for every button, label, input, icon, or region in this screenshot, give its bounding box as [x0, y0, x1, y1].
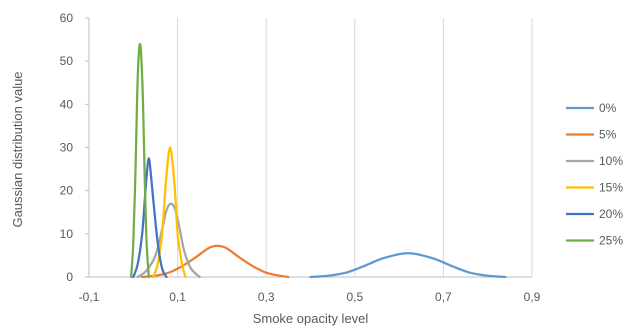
y-tick-label: 50	[60, 54, 74, 68]
x-tick-label: 0,9	[524, 290, 541, 304]
y-tick-label: 20	[60, 184, 74, 198]
y-axis-title: Gaussian distribution value	[10, 71, 25, 227]
x-axis-title: Smoke opacity level	[253, 311, 369, 326]
x-tick-label: 0,7	[435, 290, 452, 304]
x-tick-label: 0,3	[258, 290, 275, 304]
y-tick-label: 0	[66, 270, 73, 284]
x-tick-label: 0,1	[169, 290, 186, 304]
series-line-0pct	[309, 252, 507, 279]
tick-labels: 0 10 20 30 40 50 60 -0,1 0,1 0,3 0,5 0,7 0,9	[60, 11, 541, 304]
y-tick-label: 40	[60, 97, 74, 111]
series-line-10pct	[136, 202, 201, 279]
x-tick-label: -0,1	[79, 290, 100, 304]
series-line-25pct	[129, 42, 150, 279]
series-line-5pct	[141, 244, 290, 279]
series-lines	[129, 42, 507, 279]
legend: 0% 5% 10% 15% 20% 25%	[566, 101, 623, 248]
series-line-15pct	[152, 146, 187, 279]
x-tick-label: 0,5	[346, 290, 363, 304]
y-tick-label: 10	[60, 227, 74, 241]
y-tick-label: 30	[60, 141, 74, 155]
legend-label: 5%	[599, 128, 617, 142]
series-line-20pct	[132, 157, 168, 279]
legend-label: 10%	[599, 154, 623, 168]
legend-label: 15%	[599, 181, 623, 195]
y-tick-label: 60	[60, 11, 74, 25]
legend-label: 20%	[599, 207, 623, 221]
legend-label: 25%	[599, 234, 623, 248]
legend-label: 0%	[599, 101, 617, 115]
